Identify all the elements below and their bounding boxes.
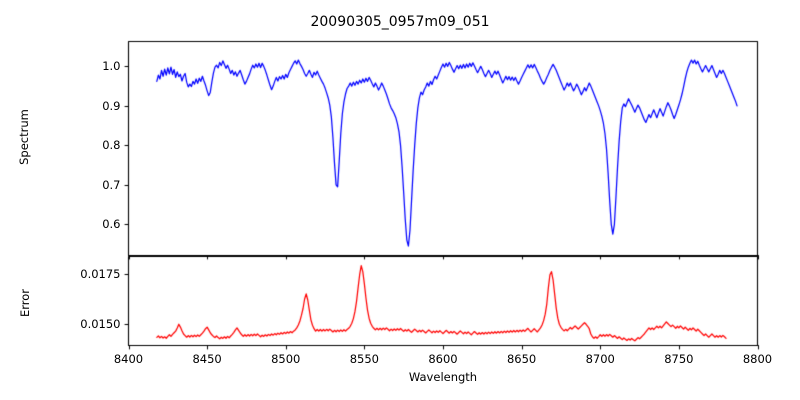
spectrum-y-tick-label: 0.8 <box>102 138 121 153</box>
x-tick-label: 8600 <box>428 351 458 366</box>
spectrum-y-tick-label: 0.6 <box>102 217 121 232</box>
error-y-tick-label: 0.0150 <box>80 317 121 332</box>
page-title: 20090305_0957m09_051 <box>310 14 490 30</box>
x-tick-label: 8750 <box>664 351 694 366</box>
x-axis-label: Wavelength <box>408 370 478 384</box>
spectrum-y-tick-label: 0.7 <box>102 177 121 192</box>
x-tick-label: 8800 <box>742 351 773 366</box>
x-tick-label: 8550 <box>349 351 380 366</box>
x-tick-label: 8500 <box>271 351 301 366</box>
x-tick-label: 8700 <box>585 351 615 366</box>
error-y-tick-label: 0.0175 <box>80 266 121 281</box>
x-tick-label: 8400 <box>113 351 144 366</box>
spectrum-y-tick-label: 1.0 <box>102 59 121 74</box>
spectrum-y-tick-label: 0.9 <box>102 98 121 113</box>
x-tick-label: 8450 <box>192 351 222 366</box>
x-tick-label: 8650 <box>506 351 537 366</box>
